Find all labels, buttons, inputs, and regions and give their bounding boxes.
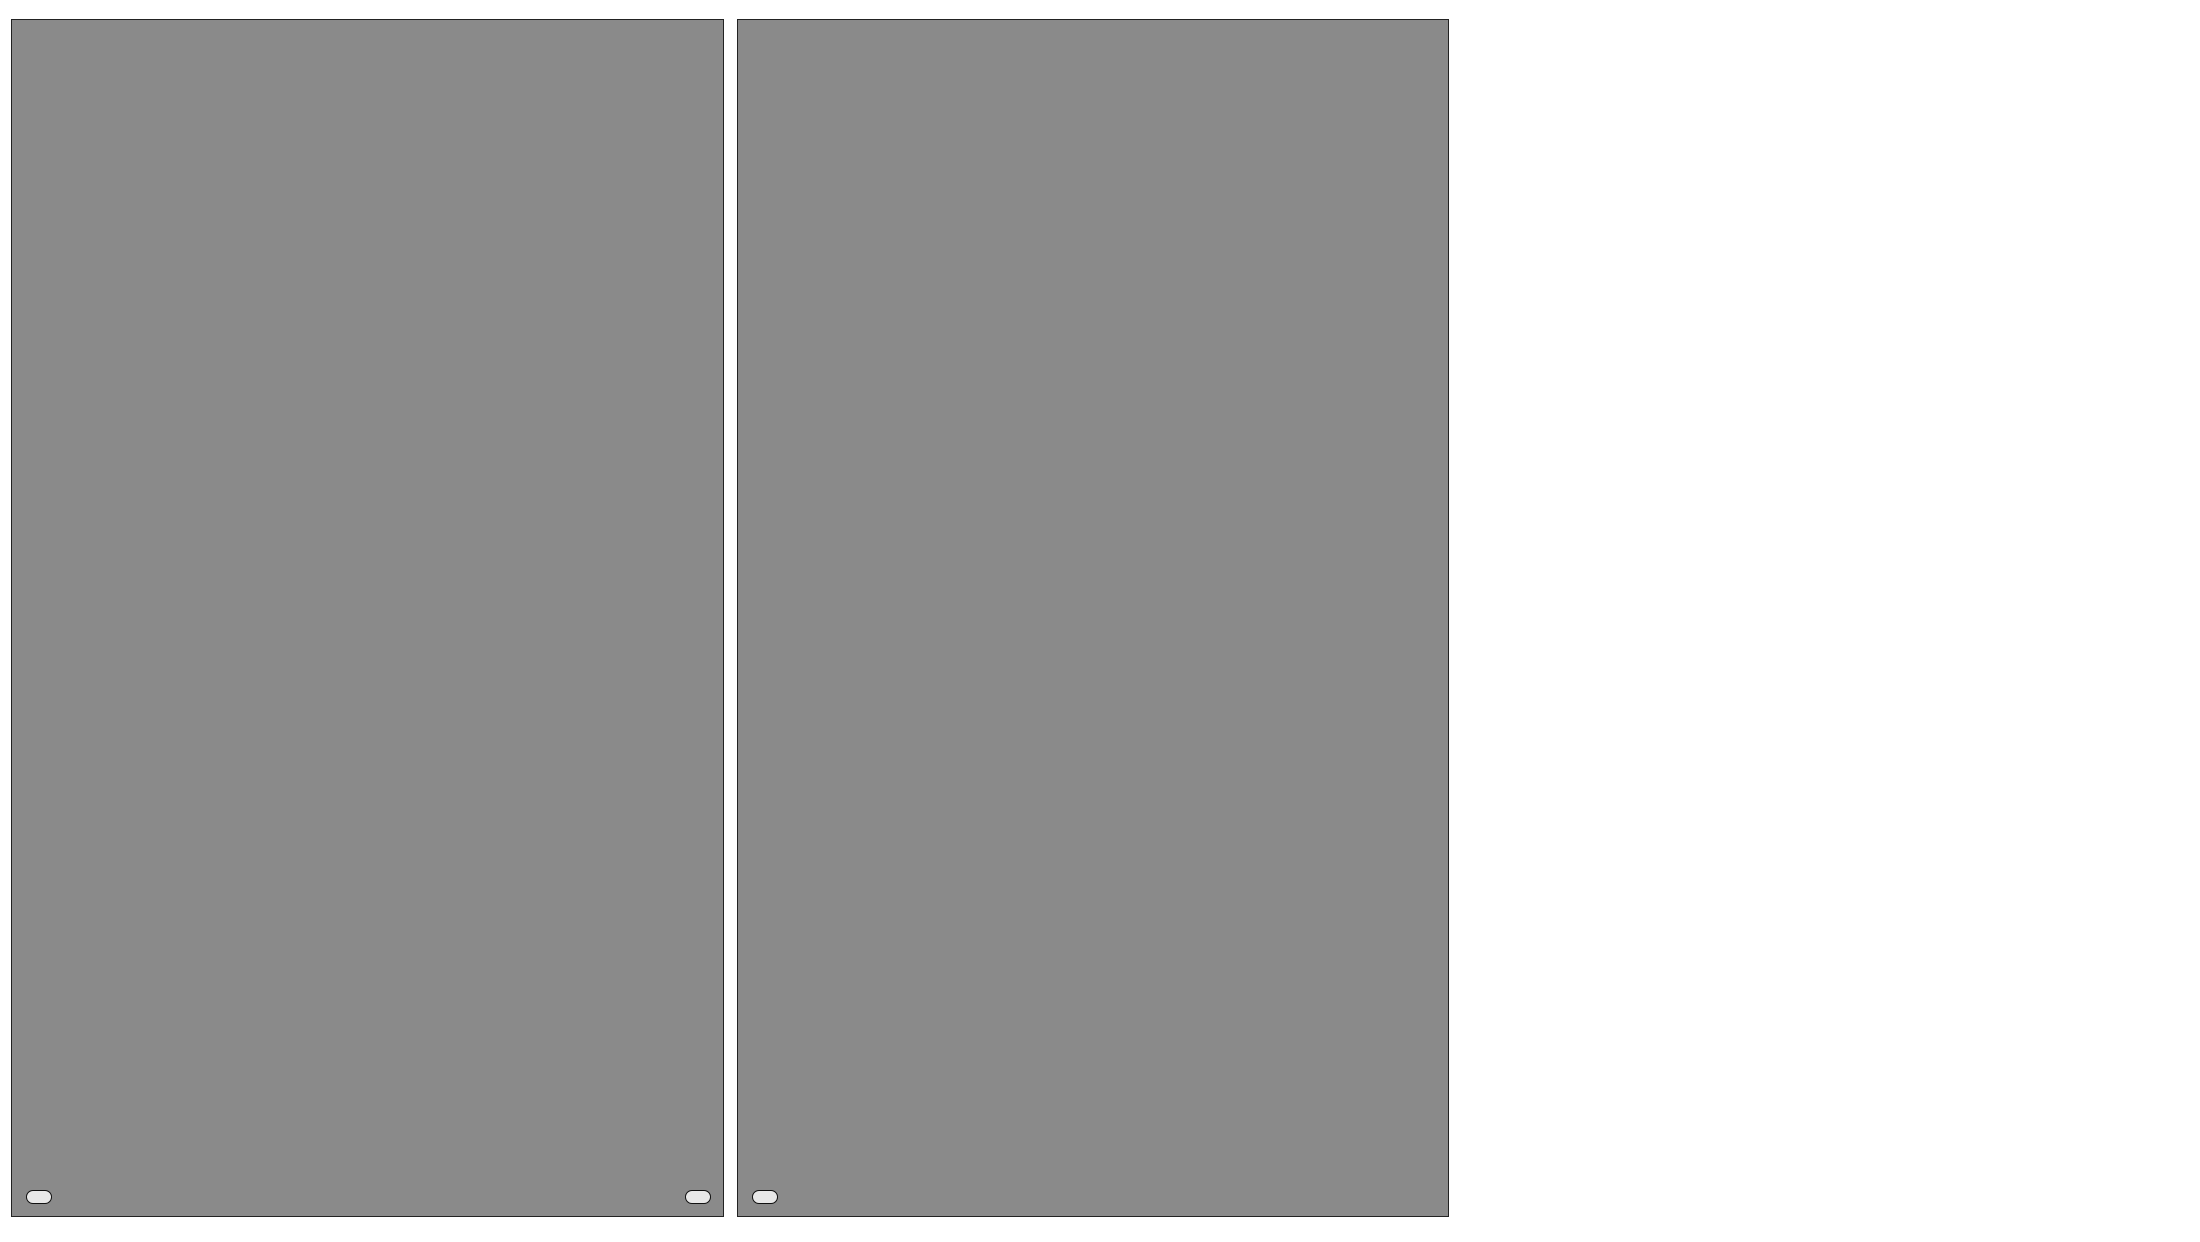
map-right-canvas: [738, 20, 1448, 1216]
date-label: [685, 1190, 711, 1204]
model-label-scout: [752, 1190, 778, 1204]
model-label-20crv3: [26, 1190, 52, 1204]
map-left-canvas: [12, 20, 723, 1216]
map-panel-20crv3: [11, 19, 724, 1217]
station-pressure-plot: [1447, 0, 2200, 1237]
pressure-scatter-chart: [1447, 0, 2200, 1237]
map-panel-scout: [737, 19, 1449, 1217]
